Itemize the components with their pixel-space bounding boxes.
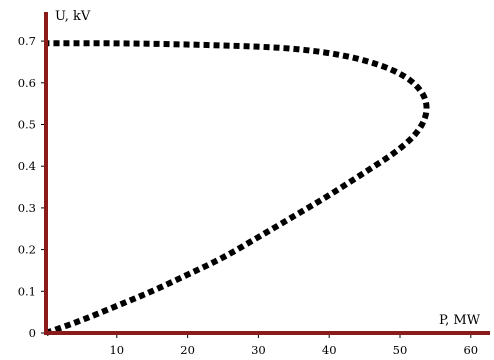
axes-layer bbox=[44, 12, 490, 335]
x-tick-label: 30 bbox=[251, 343, 266, 357]
y-tick-label: 0.7 bbox=[18, 34, 36, 48]
y-tick-label: 0.6 bbox=[18, 76, 36, 90]
ticks-layer: 10 20 30 40 50 60 0 0.1 0.2 0.3 0.4 0.5 0.6 0.7 bbox=[18, 34, 478, 357]
y-axis-label: U, kV bbox=[55, 9, 91, 24]
series-curve-0 bbox=[44, 40, 430, 336]
x-tick-label: 50 bbox=[393, 343, 408, 357]
y-tick-label: 0.5 bbox=[18, 118, 36, 132]
x-tick-label: 40 bbox=[322, 343, 337, 357]
y-tick-label: 0.2 bbox=[18, 243, 36, 257]
x-tick-label: 60 bbox=[463, 343, 478, 357]
y-tick-label: 0.4 bbox=[18, 159, 36, 173]
y-tick-label: 0.1 bbox=[18, 284, 36, 298]
x-tick-label: 10 bbox=[109, 343, 124, 357]
curve-layer bbox=[44, 40, 430, 336]
y-tick-label: 0 bbox=[29, 326, 36, 340]
x-tick-label: 20 bbox=[180, 343, 195, 357]
y-tick-label: 0.3 bbox=[18, 201, 36, 215]
x-axis-label: P, MW bbox=[439, 313, 481, 328]
